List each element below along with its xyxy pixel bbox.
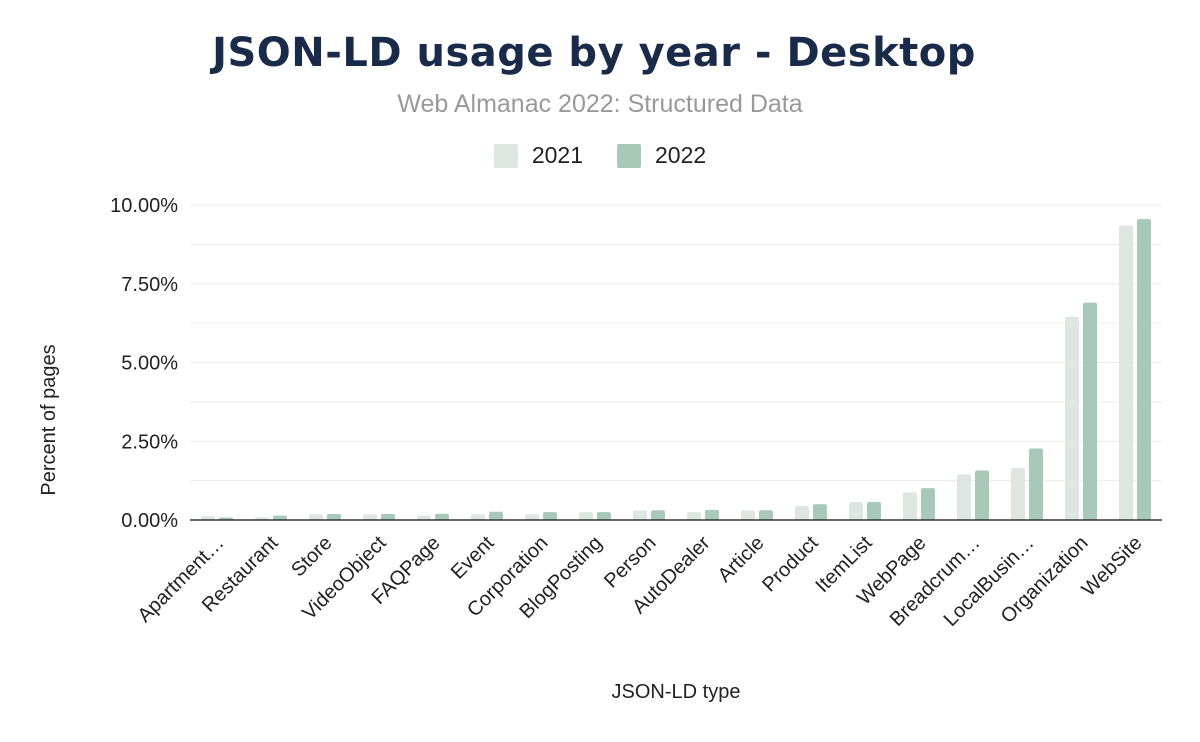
bar-2021[interactable] bbox=[1065, 316, 1079, 520]
y-tick-label: 10.00% bbox=[110, 195, 178, 217]
bar-2021[interactable] bbox=[903, 492, 917, 520]
bar-2022[interactable] bbox=[435, 513, 449, 520]
y-tick-label: 0.00% bbox=[121, 510, 178, 532]
y-axis-title: Percent of pages bbox=[38, 344, 60, 495]
x-axis-labels: Apartment…Restaurant StoreVideoObjectFAQP… bbox=[134, 532, 1147, 631]
bar-2022[interactable] bbox=[273, 515, 287, 520]
bar-2021[interactable] bbox=[471, 514, 485, 520]
bar-2022[interactable] bbox=[705, 509, 719, 520]
gridlines bbox=[190, 204, 1162, 482]
legend-label-2021: 2021 bbox=[531, 142, 583, 168]
bar-2022[interactable] bbox=[327, 514, 341, 520]
bar-2022[interactable] bbox=[651, 510, 665, 520]
x-tick-label: WebSite bbox=[1078, 532, 1147, 601]
bar-2022[interactable] bbox=[489, 511, 503, 520]
bar-2022[interactable] bbox=[813, 504, 827, 520]
bar-2021[interactable] bbox=[525, 514, 539, 520]
bar-2021[interactable] bbox=[1011, 468, 1025, 520]
x-axis-title: JSON-LD type bbox=[612, 681, 741, 703]
bar-2021[interactable] bbox=[795, 506, 809, 520]
bar-2021[interactable] bbox=[579, 512, 593, 520]
bar-2021[interactable] bbox=[1119, 225, 1133, 520]
bar-2022[interactable] bbox=[1083, 302, 1097, 520]
legend-item-2022[interactable]: 2022 bbox=[617, 142, 706, 169]
bar-2021[interactable] bbox=[849, 502, 863, 520]
chart-subtitle: Web Almanac 2022: Structured Data bbox=[397, 90, 803, 118]
legend-swatch-2022 bbox=[617, 143, 641, 168]
bar-2021[interactable] bbox=[201, 516, 215, 520]
bar-2022[interactable] bbox=[759, 510, 773, 520]
x-tick-label: Event bbox=[447, 532, 499, 584]
y-tick-label: 7.50% bbox=[121, 274, 178, 296]
legend: 2021 2022 bbox=[0, 142, 1200, 169]
legend-swatch-2021 bbox=[493, 143, 518, 168]
y-axis-ticks: 0.00% 2.50% 5.00% 7.50% 10.00% bbox=[110, 195, 178, 532]
bar-2021[interactable] bbox=[309, 514, 323, 520]
bar-2022[interactable] bbox=[1137, 219, 1151, 521]
bar-2021[interactable] bbox=[741, 510, 755, 520]
bar-2021[interactable] bbox=[633, 510, 647, 520]
bar-2021[interactable] bbox=[957, 474, 971, 520]
bar-2022[interactable] bbox=[867, 502, 881, 520]
bars bbox=[201, 219, 1151, 521]
bar-2022[interactable] bbox=[597, 512, 611, 520]
y-tick-label: 2.50% bbox=[121, 431, 178, 453]
legend-label-2022: 2022 bbox=[655, 142, 707, 168]
bar-2021[interactable] bbox=[363, 514, 377, 520]
bar-2022[interactable] bbox=[381, 514, 395, 520]
bar-2021[interactable] bbox=[687, 512, 701, 520]
y-tick-label: 5.00% bbox=[121, 353, 178, 375]
bar-2021[interactable] bbox=[417, 515, 431, 520]
legend-item-2021[interactable]: 2021 bbox=[493, 142, 583, 169]
bar-2022[interactable] bbox=[543, 512, 557, 520]
x-tick-label: Store bbox=[287, 532, 336, 581]
x-tick-label: Product bbox=[758, 532, 823, 597]
bar-2022[interactable] bbox=[921, 488, 935, 520]
bar-2022[interactable] bbox=[1029, 448, 1043, 520]
bar-2022[interactable] bbox=[975, 470, 989, 520]
chart-title: JSON-LD usage by year - Desktop bbox=[212, 30, 976, 76]
